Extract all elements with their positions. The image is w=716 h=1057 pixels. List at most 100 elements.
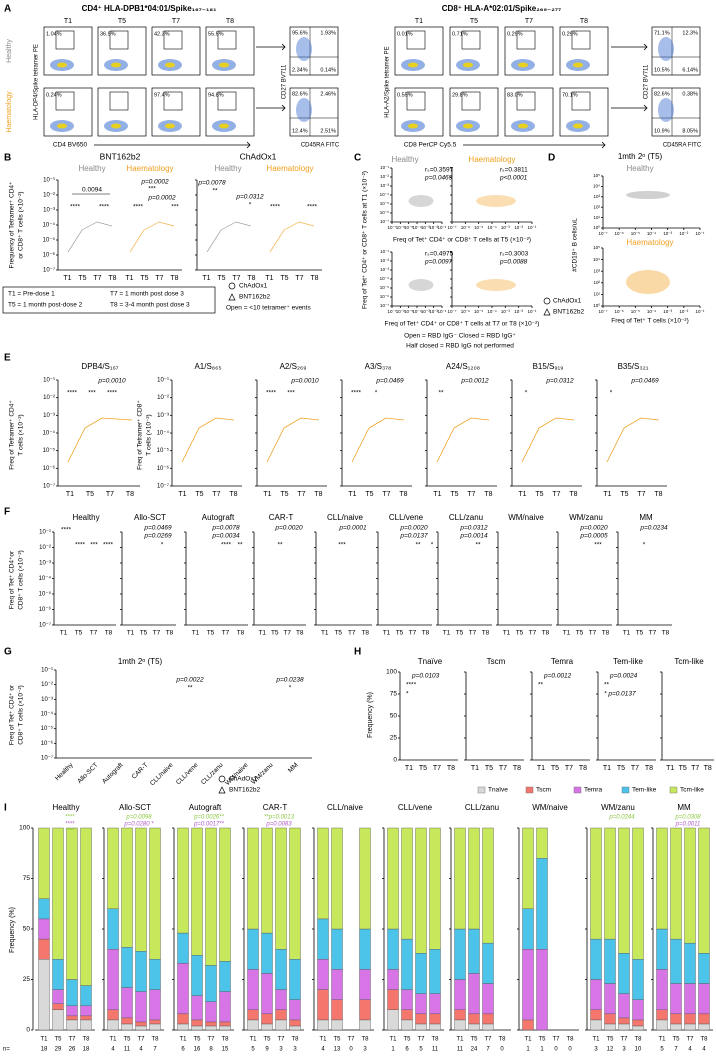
label: p=0.0011 <box>675 822 701 828</box>
x-tick-label: 10⁻⁴ <box>412 225 421 230</box>
axis-arrow <box>94 141 251 149</box>
x-tick-label: T1 <box>471 765 479 772</box>
x-tick-label: CLL/naive <box>149 761 175 787</box>
legend-swatch <box>525 786 534 794</box>
y-tick-label: 10⁻⁴ <box>380 192 389 197</box>
label: Tcm-like <box>674 657 704 666</box>
bar-segment <box>80 1005 92 1017</box>
x-tick-label: T5 <box>551 765 559 772</box>
x-tick-label: 10⁻⁶ <box>615 309 624 314</box>
x-tick-label: T8 <box>151 1037 159 1043</box>
bar-segment <box>38 918 50 940</box>
panel-letter: F <box>4 507 10 518</box>
x-tick-label: 10⁻¹ <box>438 225 447 230</box>
legend-label: Tcm-like <box>680 787 704 794</box>
bar-segment <box>52 959 64 990</box>
flow-plot <box>151 87 201 137</box>
bar-segment <box>429 949 441 994</box>
bar-segment <box>618 993 630 1019</box>
quadrant-value: 2.34% <box>292 67 308 73</box>
legend-symbol <box>543 297 551 305</box>
label: * <box>161 542 164 549</box>
x-tick-label: T8 <box>542 630 550 637</box>
bar-segment <box>107 827 119 910</box>
y-tick-label: 10⁵ <box>593 173 600 178</box>
n-value: 9 <box>265 1047 269 1053</box>
label: * <box>406 691 409 698</box>
bar-segment <box>289 1025 301 1031</box>
legend-label: ChAdOx1 <box>553 298 582 305</box>
n-value: 3 <box>363 1047 367 1053</box>
panel-title: CD4⁺ HLA-DPB1*04:01/Spike₁₆₇₋₁₈₁ <box>82 4 217 13</box>
x-tick-label: T5 <box>75 630 83 637</box>
label: *** <box>90 542 98 549</box>
axis-label: Freq of Tetramer⁺ CD8⁺ <box>137 400 144 470</box>
label: Tem-like <box>613 657 643 666</box>
bar-segment <box>684 942 696 984</box>
x-tick-label: T1 <box>40 1037 48 1043</box>
bar-segment <box>670 1013 682 1025</box>
label: B15/S₉₁₉ <box>533 362 564 371</box>
label: ** <box>538 682 544 689</box>
cohort-label: Healthy <box>6 39 13 63</box>
gate <box>109 30 129 50</box>
x-tick-label: T5 <box>606 1037 614 1043</box>
bar-segment <box>401 938 413 990</box>
label: p=0.0012 <box>460 378 489 385</box>
x-tick-label: 10⁻⁷ <box>598 231 607 236</box>
cell-population-core <box>518 123 528 129</box>
y-tick-label: 10⁻¹ <box>39 530 51 536</box>
x-tick-label: T7 <box>620 1037 628 1043</box>
y-tick-label: 10¹ <box>593 215 600 220</box>
x-tick-label: T7 <box>283 630 291 637</box>
x-tick-label: T8 <box>247 275 255 282</box>
bar-segment <box>359 1019 371 1031</box>
y-tick-label: 10⁻⁶ <box>43 465 56 472</box>
bar-segment <box>618 953 630 994</box>
x-tick-label: 10⁻² <box>429 225 438 230</box>
x-tick-label: 10⁻⁷ <box>387 225 396 230</box>
bar-segment <box>52 1009 64 1031</box>
x-tick-label: 10⁻⁴ <box>647 231 656 236</box>
axis-label: Freq of Tet⁺ CD4⁺ or CD8⁺ T cells at T5 … <box>393 237 531 244</box>
bar-segment <box>52 1003 64 1010</box>
legend-symbol <box>543 308 551 316</box>
gate <box>571 30 591 50</box>
flow-plot <box>43 87 93 137</box>
x-tick-label: T8 <box>105 630 113 637</box>
quadrant-value: 0.38% <box>682 91 698 97</box>
x-tick-label: T7 <box>469 630 477 637</box>
n-value: 4 <box>688 1047 692 1053</box>
bar-segment <box>604 983 616 1015</box>
trend <box>181 417 235 463</box>
label: T5 <box>470 18 478 25</box>
panel-letter: H <box>354 647 361 658</box>
label: Autograft <box>202 513 235 522</box>
x-tick-label: 10⁻³ <box>421 225 430 230</box>
bar-segment <box>261 973 273 1015</box>
bar-segment <box>482 983 494 1015</box>
y-tick-label: 25 <box>390 735 398 742</box>
x-tick-label: T7 <box>348 630 356 637</box>
x-tick-label: T5 <box>195 491 203 498</box>
x-tick-label: T5 <box>140 630 148 637</box>
bar-segment <box>684 827 696 944</box>
label: p=0.0001 <box>338 525 367 532</box>
bar-segment <box>482 942 494 984</box>
y-tick-label: 10⁻⁷ <box>380 303 389 308</box>
x-tick-label: T8 <box>634 1037 642 1043</box>
label: * <box>289 685 292 692</box>
x-tick-label: WM/naive <box>224 761 250 787</box>
x-tick-label: T7 <box>232 275 240 282</box>
label: p=0.0244 <box>608 815 635 821</box>
bar-segment <box>415 827 427 954</box>
label: p=0.0034 <box>211 533 240 540</box>
bar-segment <box>177 963 189 1015</box>
label: *** <box>287 390 295 397</box>
x-tick-label: T1 <box>603 765 611 772</box>
label: **** <box>351 390 362 397</box>
y-tick-label: 10⁰ <box>593 303 600 308</box>
gate <box>406 30 426 50</box>
bar-segment <box>121 827 133 948</box>
label: p=0.0312 <box>459 525 488 532</box>
